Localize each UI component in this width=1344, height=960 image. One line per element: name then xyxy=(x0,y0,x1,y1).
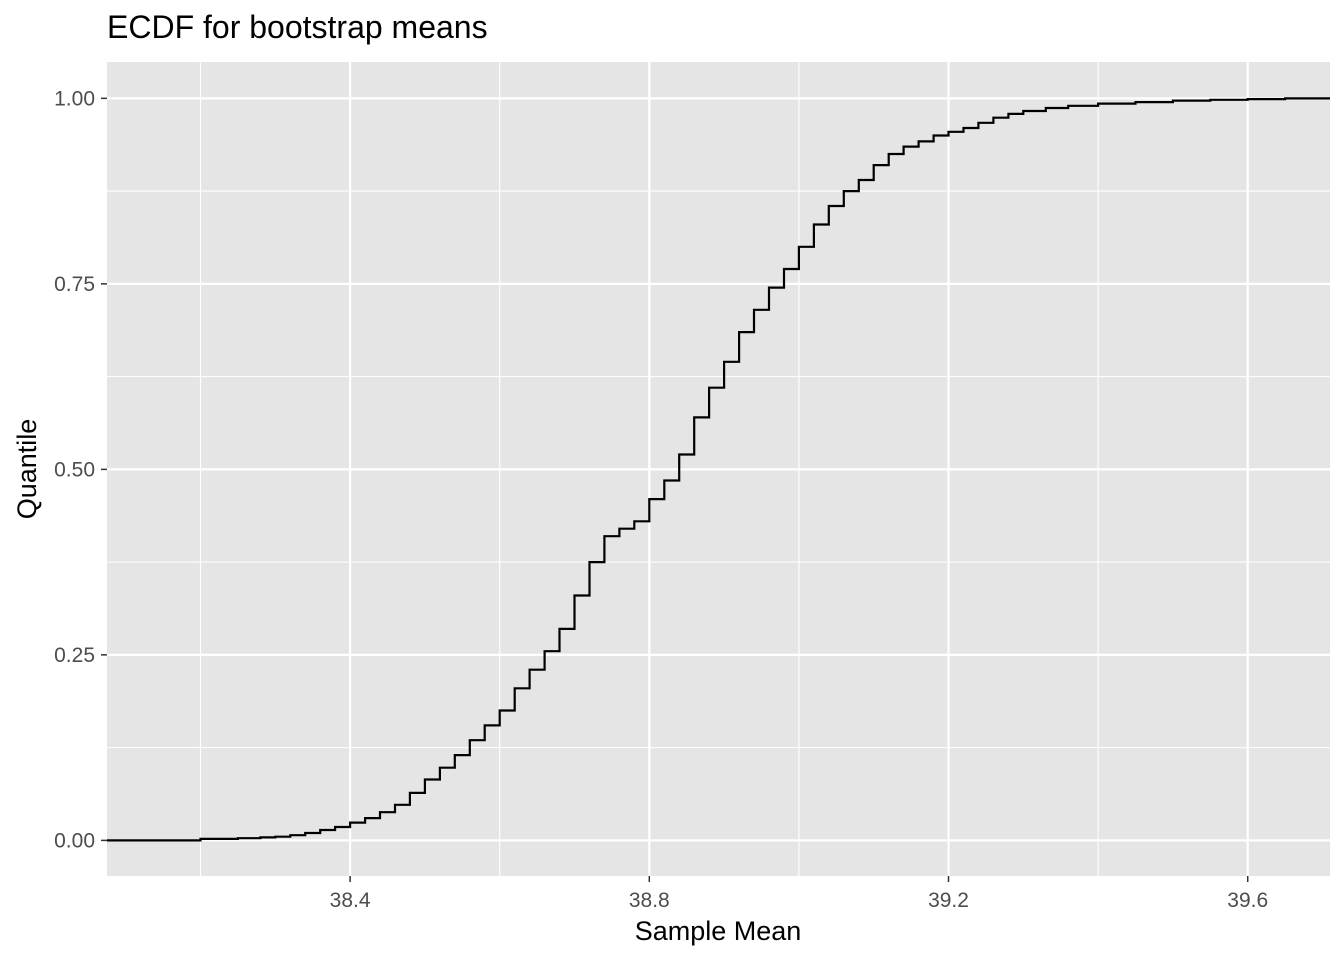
y-tick-label: 0.50 xyxy=(54,458,95,481)
x-axis: 38.4 38.8 39.2 39.6 xyxy=(330,876,1268,912)
chart-title: ECDF for bootstrap means xyxy=(107,9,488,45)
y-tick-label: 0.00 xyxy=(54,829,95,852)
major-gridlines xyxy=(107,62,1330,876)
x-tick-label: 39.6 xyxy=(1227,889,1268,912)
x-tick-label: 38.8 xyxy=(629,889,670,912)
y-tick-label: 0.25 xyxy=(54,644,95,667)
y-tick-label: 1.00 xyxy=(54,87,95,110)
x-tick-label: 39.2 xyxy=(928,889,969,912)
ecdf-line xyxy=(107,97,1330,842)
y-axis-title: Quantile xyxy=(12,419,42,520)
x-tick-label: 38.4 xyxy=(330,889,371,912)
x-axis-title: Sample Mean xyxy=(635,916,802,946)
y-axis: 0.00 0.25 0.50 0.75 1.00 xyxy=(54,87,107,852)
y-tick-label: 0.75 xyxy=(54,273,95,296)
